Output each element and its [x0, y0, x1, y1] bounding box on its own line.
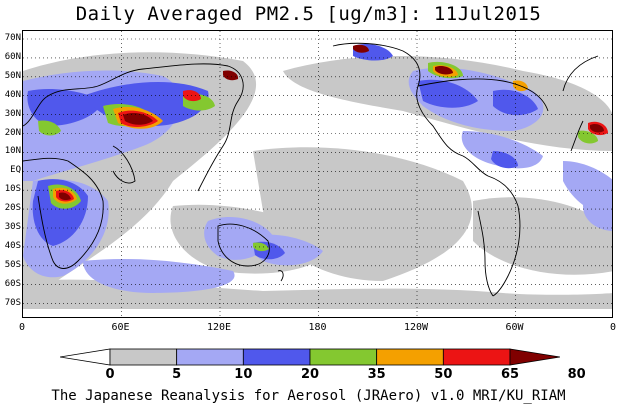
lat-tick-label: 20S	[4, 203, 21, 214]
lat-tick-label: 40S	[4, 240, 21, 251]
lat-tick-label: 50S	[4, 259, 21, 270]
lat-tick-label: 10N	[4, 146, 21, 157]
lat-tick-label: 70S	[4, 297, 21, 308]
lon-tick-label: 0	[18, 322, 26, 333]
lon-tick-label: 120E	[206, 322, 232, 333]
colorbar-segment	[60, 348, 111, 366]
coastlines	[23, 42, 599, 297]
colorbar-tick-label: 20	[300, 367, 320, 382]
colorbar-tick-label: 50	[434, 367, 453, 382]
colorbar-segment	[442, 348, 511, 366]
lat-tick-label: 30S	[4, 222, 21, 232]
lat-tick-label: 60N	[4, 51, 21, 62]
colorbar-segment	[109, 348, 178, 366]
pm25-map	[23, 31, 612, 317]
colorbar	[60, 348, 560, 366]
footer-credit: The Japanese Reanalysis for Aerosol (JRA…	[51, 388, 566, 404]
grid-lines	[23, 31, 612, 317]
colorbar-tick-label: 5	[172, 367, 182, 382]
map-title: Daily Averaged PM2.5 [ug/m3]: 11Jul2015	[75, 3, 542, 25]
colorbar-boxes	[60, 348, 560, 366]
pm25-field	[23, 44, 612, 309]
lat-tick-label: 50N	[4, 70, 21, 81]
colorbar-segment	[242, 348, 311, 366]
colorbar-segment	[176, 348, 244, 366]
lon-tick-label: 60E	[111, 322, 130, 333]
lon-tick-label: 120W	[403, 322, 429, 333]
lat-tick-label: 60S	[4, 278, 21, 289]
lon-tick-label: 180	[308, 322, 327, 333]
colorbar-tick-label: 35	[367, 367, 386, 382]
lat-tick-label: 30N	[4, 108, 21, 119]
lat-tick-label: 40N	[4, 89, 21, 100]
colorbar-segment	[309, 348, 378, 366]
lon-tick-label: 0	[609, 322, 617, 333]
colorbar-segment	[376, 348, 444, 366]
lon-tick-label: 60W	[505, 322, 524, 333]
map-area	[22, 30, 613, 318]
lat-tick-label: 10S	[4, 184, 21, 195]
colorbar-tick-label: 10	[234, 367, 253, 382]
colorbar-tick-label: 65	[500, 367, 520, 382]
lat-tick-label: 20N	[4, 127, 21, 138]
lat-tick-label: 70N	[4, 33, 21, 43]
colorbar-tick-label: 80	[567, 367, 586, 382]
lat-tick-label: EQ	[10, 165, 21, 176]
colorbar-segment	[509, 348, 560, 366]
colorbar-tick-label: 0	[105, 367, 115, 382]
